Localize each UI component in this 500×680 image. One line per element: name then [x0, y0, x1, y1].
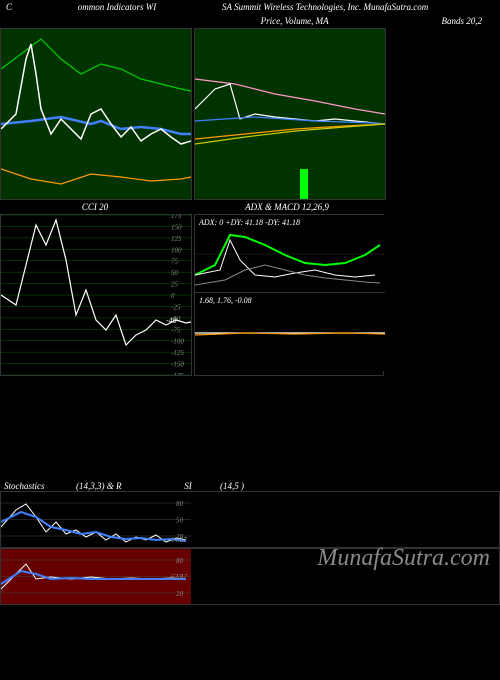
stoch-title-mid: (14,3,3) & R [76, 481, 156, 491]
header-mid2: SA Summit Wireless Technologies, Inc. Mu… [222, 2, 428, 12]
svg-text:50: 50 [176, 517, 184, 525]
svg-text:50: 50 [171, 269, 179, 277]
svg-text:ADX: 0 +DY: 41.18 -DY: 41.: ADX: 0 +DY: 41.18 -DY: 41.18 [198, 218, 300, 227]
svg-text:-175: -175 [171, 372, 184, 375]
svg-text:80: 80 [176, 557, 184, 565]
adx-macd-chart: ADX: 0 +DY: 41.18 -DY: 41.18 1.68, 1.76,… [194, 214, 384, 376]
svg-text:-48: -48 [166, 316, 177, 325]
svg-text:175: 175 [171, 215, 182, 220]
svg-text:14.87: 14.87 [171, 536, 187, 544]
bands-label: Bands 20,2 [391, 14, 490, 28]
header-mid1: ommon Indicators WI [78, 2, 157, 12]
stochastics-chart-2: 20508062.32 [0, 548, 500, 605]
price-ma-title: Price, Volume, MA [200, 14, 388, 28]
svg-text:1.68, 1.76, -0.08: 1.68, 1.76, -0.08 [199, 296, 252, 305]
svg-text:0: 0 [171, 292, 175, 300]
svg-text:150: 150 [171, 223, 182, 231]
svg-text:75: 75 [171, 258, 179, 266]
svg-text:-25: -25 [171, 303, 181, 311]
cci-chart: -175-150-125-100-75-50-25025507510012515… [0, 214, 192, 376]
svg-text:-125: -125 [171, 349, 184, 357]
svg-text:20: 20 [176, 590, 184, 598]
svg-text:125: 125 [171, 235, 182, 243]
stoch-title-si: SI [158, 481, 218, 491]
svg-text:25: 25 [171, 281, 179, 289]
svg-text:-75: -75 [171, 326, 181, 334]
cci-title: CCI 20 [0, 200, 190, 214]
header-left: C [6, 2, 12, 12]
svg-text:80: 80 [176, 500, 184, 508]
svg-text:62.32: 62.32 [171, 573, 187, 581]
svg-text:-150: -150 [171, 361, 184, 369]
svg-text:-100: -100 [171, 338, 184, 346]
adx-macd-title: ADX & MACD 12,26,9 [192, 200, 382, 214]
stoch-title-left: Stochastics [4, 481, 74, 491]
price-ma-chart-1 [0, 28, 192, 200]
stochastics-chart-1: 20508014.87 [0, 491, 500, 548]
svg-text:100: 100 [171, 246, 182, 254]
stoch-title-right: (14,5 ) [220, 481, 496, 491]
price-ma-chart-2 [194, 28, 386, 200]
